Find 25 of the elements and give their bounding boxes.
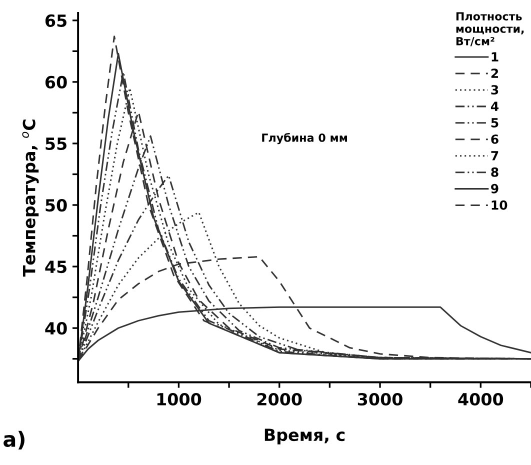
legend-label: 1 bbox=[492, 52, 498, 62]
y-tick-label: 45 bbox=[45, 260, 66, 274]
y-tick-label: 60 bbox=[45, 76, 67, 89]
legend-label: 7 bbox=[491, 151, 498, 160]
y-tick-label: 55 bbox=[46, 138, 66, 150]
legend-label: 9 bbox=[491, 184, 498, 194]
legend-label: 3 bbox=[491, 85, 498, 95]
legend-label: 8 bbox=[491, 167, 498, 177]
legend-label: 5 bbox=[491, 118, 498, 128]
annotation: Глубина 0 мм bbox=[262, 132, 347, 144]
legend-title: Плотность мощности, Вт/см² bbox=[456, 12, 524, 46]
y-tick-label: 50 bbox=[46, 198, 67, 212]
text: а) bbox=[4, 430, 24, 450]
y-tick-label: 65 bbox=[45, 14, 66, 27]
legend-label: 2 bbox=[491, 68, 498, 78]
x-axis-title: Время, с bbox=[264, 428, 345, 444]
x-tick-label: 3000 bbox=[358, 392, 402, 406]
x-tick-label: 4000 bbox=[458, 392, 504, 406]
x-tick-label: 1000 bbox=[157, 392, 202, 406]
y-tick-label: 40 bbox=[45, 322, 67, 335]
x-tick-label: 2000 bbox=[257, 392, 302, 406]
legend-label: 10 bbox=[492, 200, 508, 210]
legend-label: 6 bbox=[491, 134, 498, 144]
y-axis-title: Температура, $^{o}$C bbox=[22, 120, 39, 277]
legend-label: 4 bbox=[490, 102, 499, 111]
